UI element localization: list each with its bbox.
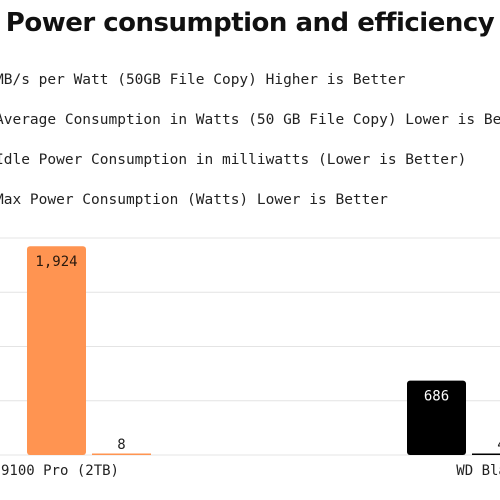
legend-item-mbps-per-watt: MB/s per Watt (50GB File Copy) Higher is… — [0, 72, 406, 88]
data-label: 686 — [424, 389, 449, 405]
legend-item-average-consumption: Average Consumption in Watts (50 GB File… — [0, 112, 500, 128]
legend-item-max-power: Max Power Consumption (Watts) Lower is B… — [0, 192, 388, 208]
data-label: 1,924 — [35, 254, 77, 270]
x-tick-label: 9100 Pro (2TB) — [1, 463, 119, 479]
bar-idle-power — [407, 380, 466, 455]
bar-max-power — [92, 453, 151, 455]
bar-max-power — [472, 453, 500, 455]
data-label: 4 — [497, 437, 500, 453]
x-tick-label: WD Black — [456, 463, 500, 479]
plot-area: 1,924 8 686 4 9100 Pro (2TB) WD Black — [0, 225, 500, 500]
bar-chart: 1,924 8 686 4 9100 Pro (2TB) WD Black — [0, 237, 500, 479]
legend: MB/s per Watt (50GB File Copy) Higher is… — [0, 60, 500, 220]
legend-item-idle-power: Idle Power Consumption in milliwatts (Lo… — [0, 152, 467, 168]
data-label: 8 — [117, 437, 125, 453]
chart-title: Power consumption and efficiency — [5, 8, 495, 38]
bar-idle-power — [27, 246, 86, 455]
